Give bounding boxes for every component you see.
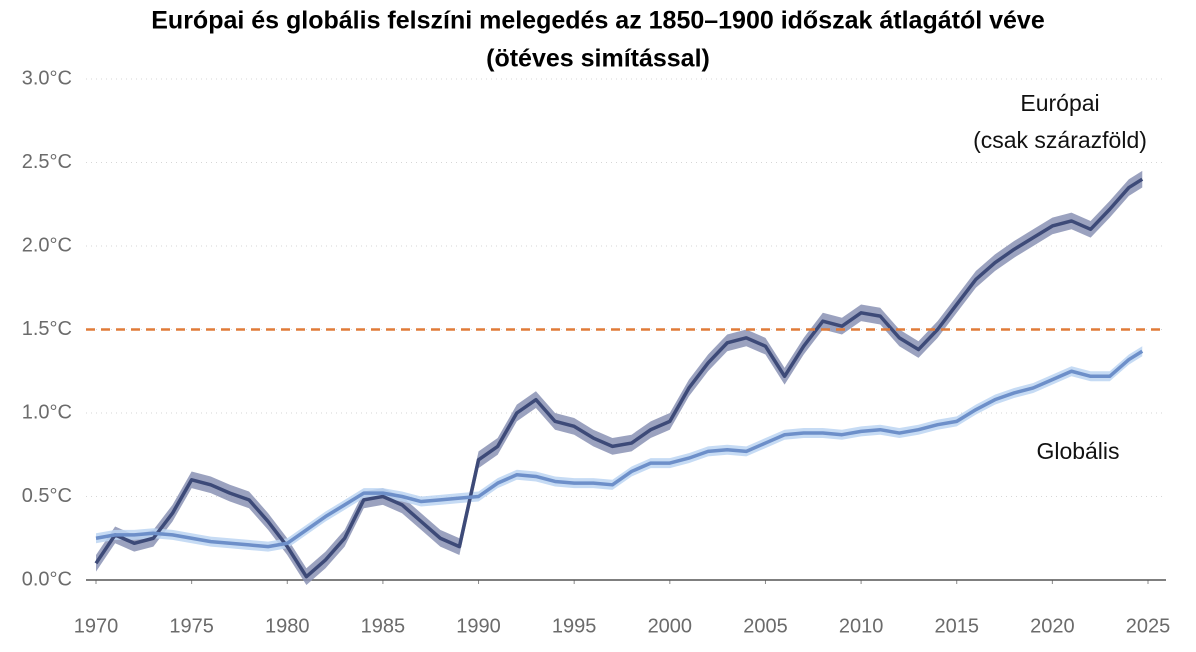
y-tick-label: 0.5°C — [22, 485, 72, 507]
x-tick-label: 2015 — [934, 615, 979, 637]
series-label: Európai — [1020, 90, 1099, 116]
y-tick-label: 1.0°C — [22, 401, 72, 423]
x-tick-label: 1990 — [456, 615, 501, 637]
y-tick-label: 1.5°C — [22, 318, 72, 340]
series-note: (csak szárazföld) — [973, 127, 1147, 153]
x-tick-label: 1995 — [552, 615, 597, 637]
y-tick-label: 3.0°C — [22, 67, 72, 89]
x-tick-label: 2025 — [1126, 615, 1171, 637]
chart-title: Európai és globális felszíni melegedés a… — [151, 7, 1045, 35]
uncertainty-band — [96, 346, 1143, 552]
x-tick-label: 1970 — [74, 615, 119, 637]
x-tick-label: 1985 — [361, 615, 406, 637]
series-line — [95, 349, 1144, 549]
x-tick-label: 1980 — [265, 615, 310, 637]
uncertainty-band — [96, 170, 1143, 586]
x-tick-label: 2000 — [648, 615, 693, 637]
x-tick-label: 2010 — [839, 615, 884, 637]
y-tick-label: 2.0°C — [22, 234, 72, 256]
y-tick-label: 0.0°C — [22, 568, 72, 590]
x-tick-label: 2005 — [743, 615, 788, 637]
chart-subtitle: (ötéves simítással) — [486, 45, 710, 73]
x-tick-label: 1975 — [169, 615, 214, 637]
x-tick-label: 2020 — [1030, 615, 1075, 637]
series-line — [94, 177, 1144, 579]
series-label: Globális — [1036, 438, 1119, 464]
y-tick-label: 2.5°C — [22, 151, 72, 173]
